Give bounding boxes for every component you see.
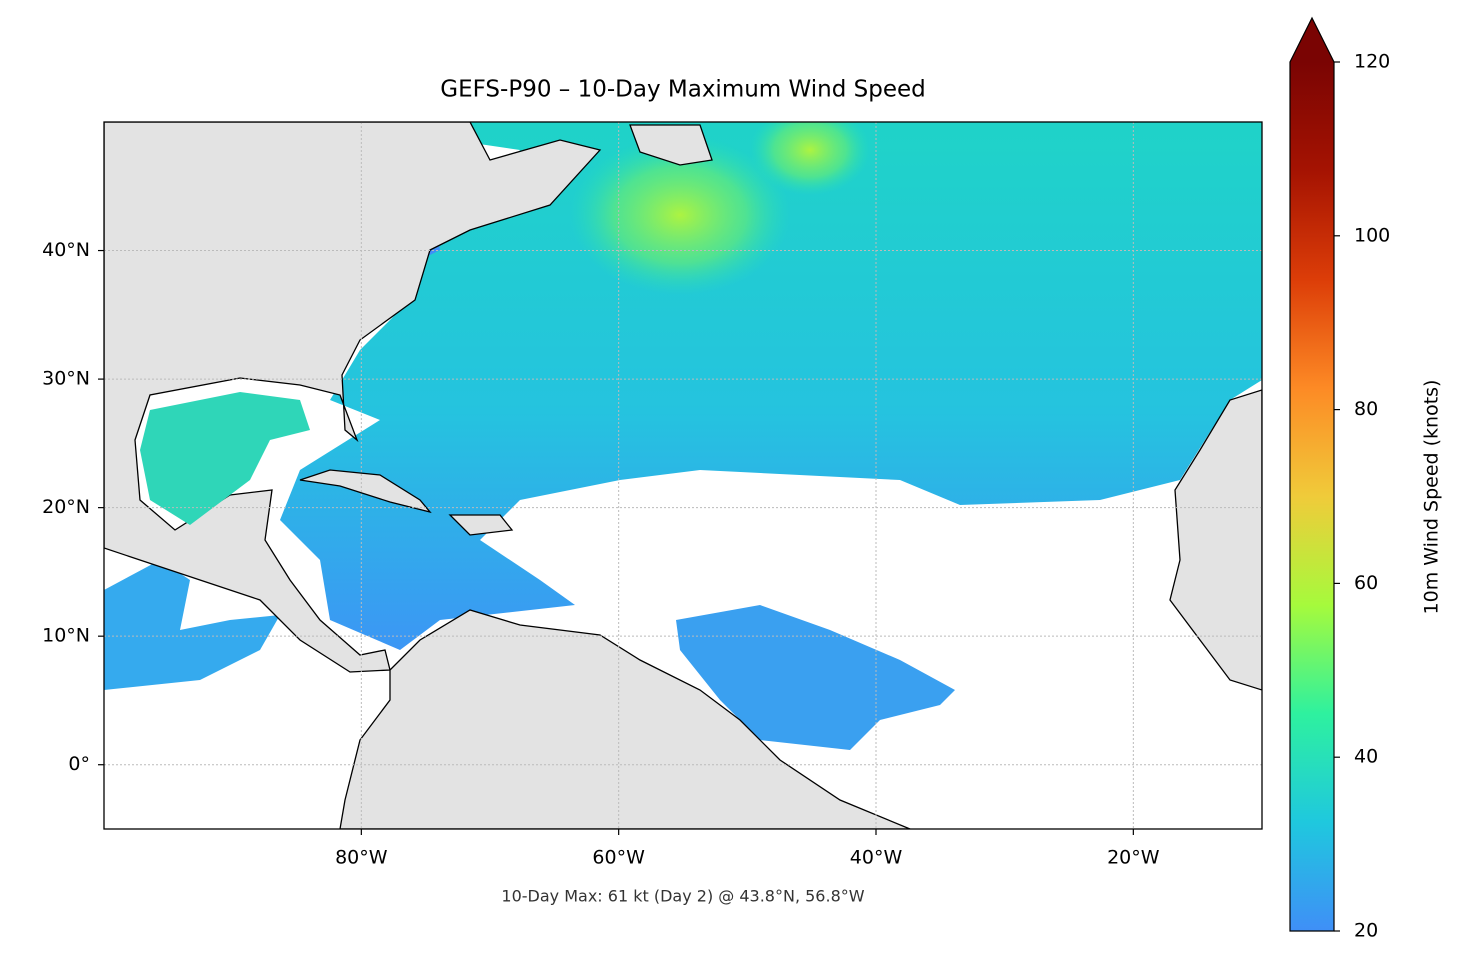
wind-field <box>280 122 1262 650</box>
y-tick-label: 20°N <box>42 496 90 518</box>
y-tick-label: 10°N <box>42 625 90 647</box>
plot-frame <box>103 121 1263 830</box>
x-tick-label: 60°W <box>592 847 645 869</box>
colorbar-extension <box>1290 18 1334 62</box>
y-tick-label: 40°N <box>42 239 90 261</box>
colorbar-tick-label: 60 <box>1354 572 1378 594</box>
colorbar-tick-label: 80 <box>1354 398 1378 420</box>
colorbar-tick-label: 20 <box>1354 920 1378 942</box>
chart-title: GEFS-P90 – 10-Day Maximum Wind Speed <box>440 77 925 103</box>
land <box>104 122 602 673</box>
land <box>1169 389 1262 691</box>
land <box>629 124 713 166</box>
wind-field <box>676 605 955 750</box>
land <box>299 469 432 514</box>
wind-maximum <box>750 122 870 195</box>
land <box>339 609 911 829</box>
wind-field <box>140 392 310 525</box>
caption: 10-Day Max: 61 kt (Day 2) @ 43.8°N, 56.8… <box>501 887 864 906</box>
wind-maximum <box>570 135 790 295</box>
x-tick-label: 80°W <box>335 847 388 869</box>
x-tick-label: 20°W <box>1107 847 1160 869</box>
grid <box>104 122 1262 829</box>
colorbar <box>1290 62 1334 931</box>
map-layer <box>104 122 1262 829</box>
colorbar-outline <box>1289 16 1335 932</box>
wind-field <box>104 560 280 690</box>
colorbar-tick-label: 100 <box>1354 224 1390 246</box>
y-tick-label: 30°N <box>42 368 90 390</box>
y-tick-label: 0° <box>68 753 90 775</box>
x-tick-label: 40°W <box>850 847 903 869</box>
land <box>448 514 514 536</box>
colorbar-tick-label: 40 <box>1354 746 1378 768</box>
colorbar-label: 10m Wind Speed (knots) <box>1421 380 1443 615</box>
colorbar-tick-label: 120 <box>1354 51 1390 73</box>
